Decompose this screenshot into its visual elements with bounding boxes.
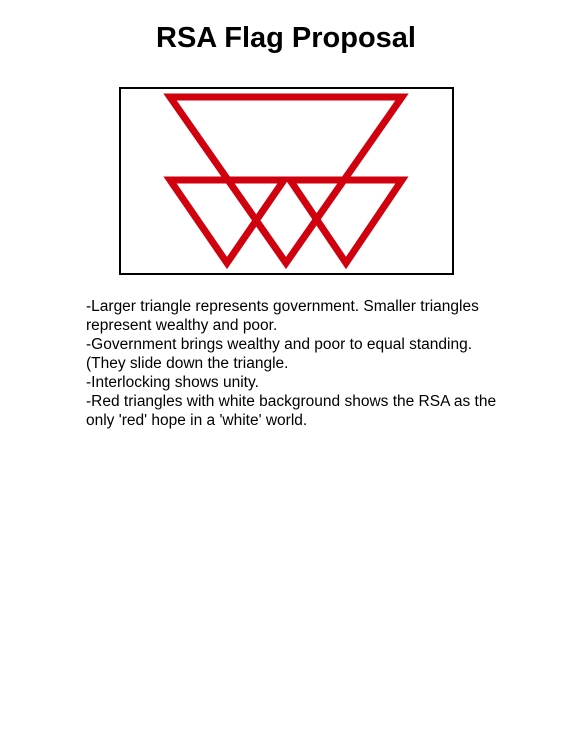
note-equal-standing: -Government brings wealthy and poor to e… bbox=[86, 336, 473, 372]
small-triangle-right bbox=[283, 176, 409, 270]
small-triangle-left bbox=[163, 176, 291, 270]
flag-svg bbox=[119, 87, 454, 275]
flag-notes: -Larger triangle represents government. … bbox=[86, 297, 506, 430]
note-government: -Larger triangle represents government. … bbox=[86, 298, 479, 334]
note-unity: -Interlocking shows unity. bbox=[86, 374, 259, 391]
flag-proposal-drawing bbox=[119, 87, 454, 275]
page-title: RSA Flag Proposal bbox=[156, 22, 416, 54]
note-red-hope: -Red triangles with white background sho… bbox=[86, 393, 497, 429]
